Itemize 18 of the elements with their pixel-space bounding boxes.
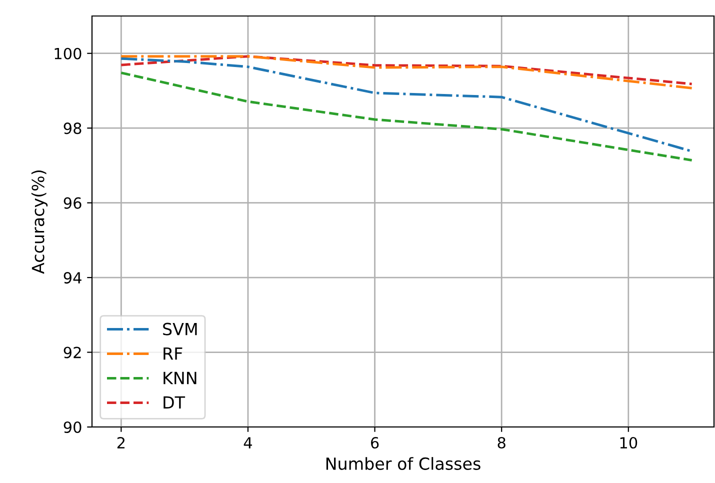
x-tick-label: 6 [370, 436, 379, 449]
legend-label: KNN [164, 372, 196, 384]
y-tick-label: 90 [64, 421, 82, 434]
x-tick-label: 10 [620, 436, 638, 449]
y-tick-label: 94 [64, 272, 82, 284]
legend-label: SVM [163, 322, 197, 336]
x-axis-title: Number of Classes [326, 457, 480, 470]
x-tick-label: 4 [244, 437, 252, 448]
y-tick-label: 92 [64, 346, 81, 358]
x-tick-label: 2 [117, 436, 124, 448]
legend-label: DT [164, 396, 186, 409]
x-tick-label: 8 [498, 436, 506, 449]
y-axis-title: Accuracy(%) [31, 170, 48, 274]
y-tick-label: 98 [64, 122, 82, 134]
y-tick-label: 100 [54, 48, 82, 60]
y-tick-label: 96 [64, 197, 82, 209]
line-series [120, 72, 694, 162]
legend-label: RF [164, 347, 182, 360]
